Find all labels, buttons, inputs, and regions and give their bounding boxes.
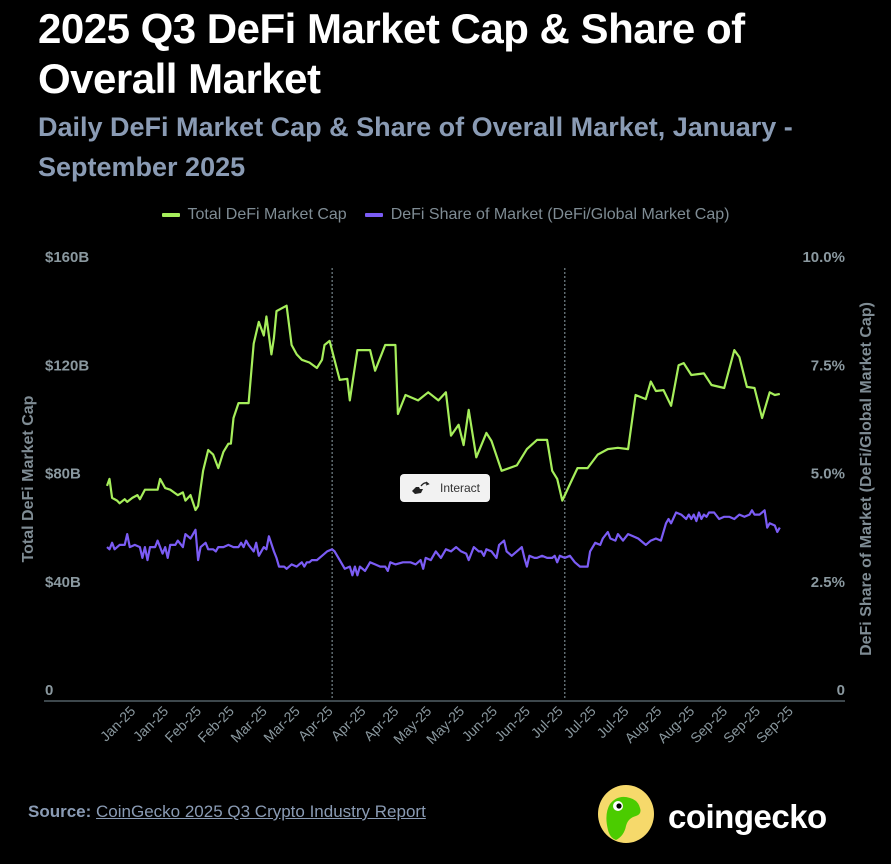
- y-tick-left: $160B: [45, 249, 89, 266]
- y-axis-left-title: Total DeFi Market Cap: [20, 395, 37, 562]
- chart-subtitle: Daily DeFi Market Cap & Share of Overall…: [38, 112, 793, 182]
- source-label: Source:: [28, 802, 92, 821]
- interact-button[interactable]: Interact: [400, 474, 490, 502]
- series-lines: [105, 304, 781, 577]
- brand-name: coingecko: [668, 797, 827, 835]
- y-tick-left: $40B: [45, 574, 81, 591]
- legend-item-defi-market-cap[interactable]: Total DeFi Market Cap: [161, 206, 347, 224]
- y-tick-right: 0: [837, 682, 845, 699]
- x-tick-label: Jul-25: [528, 703, 566, 741]
- y-axis-right-title: DeFi Share of Market (DeFi/Global Market…: [858, 302, 875, 656]
- y-tick-left: $80B: [45, 466, 81, 483]
- y-axis-left: 0 $40B $80B $120B $160B: [45, 249, 89, 699]
- legend: Total DeFi Market Cap DeFi Share of Mark…: [0, 206, 891, 224]
- brand: coingecko: [596, 784, 827, 849]
- x-tick-label: Sep-25: [753, 703, 796, 746]
- x-tick-label: Mar-25: [260, 703, 303, 746]
- chart-title: 2025 Q3 DeFi Market Cap & Share of Overa…: [38, 5, 745, 102]
- x-axis-ticks: Jan-25Jan-25Feb-25Feb-25Mar-25Mar-25Apr-…: [97, 703, 796, 747]
- x-tick-label: Jul-25: [560, 703, 598, 741]
- gecko-logo-icon: [596, 784, 656, 849]
- legend-swatch-purple: [364, 213, 383, 217]
- interact-label: Interact: [439, 481, 481, 495]
- line-chart: 0 $40B $80B $120B $160B 0 2.5% 5.0% 7.5% 10.0% J…: [20, 249, 875, 747]
- y-tick-right: 10.0%: [802, 249, 845, 266]
- legend-swatch-green: [161, 213, 180, 217]
- hand-pointer-icon: [410, 479, 430, 498]
- x-tick-label: Jan-25: [97, 703, 139, 745]
- series-line-defi-market-cap[interactable]: [105, 304, 781, 512]
- x-tick-label: Apr-25: [295, 703, 336, 744]
- y-tick-right: 2.5%: [811, 574, 845, 591]
- source-note: Source: CoinGecko 2025 Q3 Crypto Industr…: [28, 802, 426, 822]
- y-tick-left: 0: [45, 682, 53, 699]
- x-tick-label: Apr-25: [328, 703, 369, 744]
- legend-label: Total DeFi Market Cap: [187, 206, 347, 223]
- legend-item-defi-share[interactable]: DeFi Share of Market (DeFi/Global Market…: [364, 206, 730, 224]
- y-axis-right: 0 2.5% 5.0% 7.5% 10.0%: [802, 249, 845, 699]
- source-link[interactable]: CoinGecko 2025 Q3 Crypto Industry Report: [96, 802, 426, 821]
- legend-label: DeFi Share of Market (DeFi/Global Market…: [390, 206, 730, 223]
- series-line-defi-share[interactable]: [106, 509, 781, 577]
- y-tick-left: $120B: [45, 357, 89, 374]
- x-tick-label: Jun-25: [459, 703, 501, 745]
- x-tick-label: Jun-25: [491, 703, 533, 745]
- y-tick-right: 7.5%: [811, 357, 845, 374]
- y-tick-right: 5.0%: [811, 466, 845, 483]
- reference-lines: [331, 268, 566, 700]
